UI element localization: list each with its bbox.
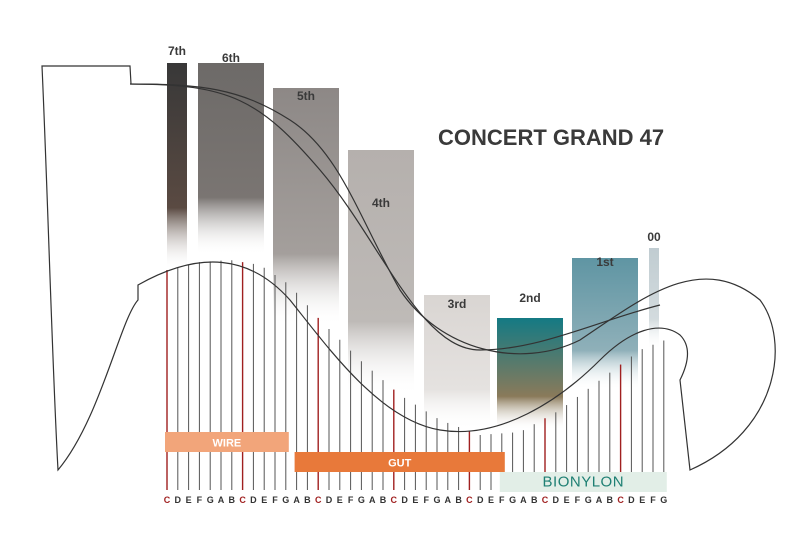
octave-bar-5th: [273, 88, 339, 325]
band-label-wire: WIRE: [213, 438, 242, 450]
octave-label-2nd: 2nd: [519, 291, 540, 305]
octave-bar-6th: [198, 63, 264, 255]
octave-bar-4th: [348, 150, 414, 395]
note-label-7: C: [239, 495, 246, 505]
harp-neck-curve: [129, 83, 661, 351]
note-label-32: G: [509, 495, 516, 505]
note-label-22: D: [401, 495, 408, 505]
octave-bar-00: [649, 248, 659, 350]
band-gut: [294, 452, 505, 472]
note-label-15: D: [326, 495, 333, 505]
octave-bar-3rd: [424, 295, 490, 430]
note-label-42: C: [617, 495, 624, 505]
note-label-6: B: [229, 495, 236, 505]
note-label-40: A: [596, 495, 603, 505]
octave-label-1st: 1st: [596, 255, 613, 269]
note-label-21: C: [391, 495, 398, 505]
note-label-17: F: [348, 495, 354, 505]
note-label-11: G: [282, 495, 289, 505]
note-label-36: D: [553, 495, 560, 505]
note-label-16: E: [337, 495, 343, 505]
strings: [166, 260, 665, 490]
note-label-45: F: [650, 495, 656, 505]
band-label-bionylon: BIONYLON: [543, 474, 625, 491]
note-label-24: F: [423, 495, 429, 505]
note-label-26: A: [445, 495, 452, 505]
band-label-gut: GUT: [388, 458, 412, 470]
note-label-41: B: [607, 495, 614, 505]
note-label-5: A: [218, 495, 225, 505]
note-label-12: A: [293, 495, 300, 505]
note-label-18: G: [358, 495, 365, 505]
note-label-34: B: [531, 495, 538, 505]
octave-label-7th: 7th: [168, 44, 186, 58]
note-label-44: E: [639, 495, 645, 505]
note-label-19: A: [369, 495, 376, 505]
octave-label-5th: 5th: [297, 89, 315, 103]
octave-label-3rd: 3rd: [448, 297, 467, 311]
note-label-10: F: [272, 495, 278, 505]
octave-bars: 7th 6th 5th 4th 3rd 2nd 1st 00: [167, 44, 661, 430]
harp-frame-outline: [41, 65, 776, 472]
band-wire: [165, 432, 289, 452]
note-label-0: C: [164, 495, 171, 505]
note-label-2: E: [186, 495, 192, 505]
note-label-35: C: [542, 495, 549, 505]
note-label-1: D: [175, 495, 182, 505]
note-label-38: F: [575, 495, 581, 505]
note-label-43: D: [628, 495, 635, 505]
note-label-14: C: [315, 495, 322, 505]
octave-label-00: 00: [647, 230, 661, 244]
note-label-46: G: [660, 495, 667, 505]
note-label-3: F: [197, 495, 203, 505]
note-label-28: C: [466, 495, 473, 505]
octave-label-4th: 4th: [372, 196, 390, 210]
note-label-31: F: [499, 495, 505, 505]
note-label-30: E: [488, 495, 494, 505]
note-label-8: D: [250, 495, 257, 505]
note-label-20: B: [380, 495, 387, 505]
note-label-9: E: [261, 495, 267, 505]
octave-bar-7th: [167, 63, 187, 270]
note-label-13: B: [304, 495, 311, 505]
note-label-37: E: [564, 495, 570, 505]
note-label-29: D: [477, 495, 484, 505]
note-label-33: A: [520, 495, 527, 505]
octave-bar-2nd: [497, 318, 563, 430]
note-label-39: G: [585, 495, 592, 505]
band-bionylon: [499, 472, 667, 492]
note-label-27: B: [455, 495, 462, 505]
diagram-title: CONCERT GRAND 47: [438, 125, 664, 150]
octave-bar-1st: [572, 258, 638, 390]
octave-label-6th: 6th: [222, 51, 240, 65]
note-label-25: G: [433, 495, 440, 505]
note-label-4: G: [207, 495, 214, 505]
note-label-23: E: [412, 495, 418, 505]
material-bands: WIRE GUT BIONYLON: [165, 432, 667, 492]
